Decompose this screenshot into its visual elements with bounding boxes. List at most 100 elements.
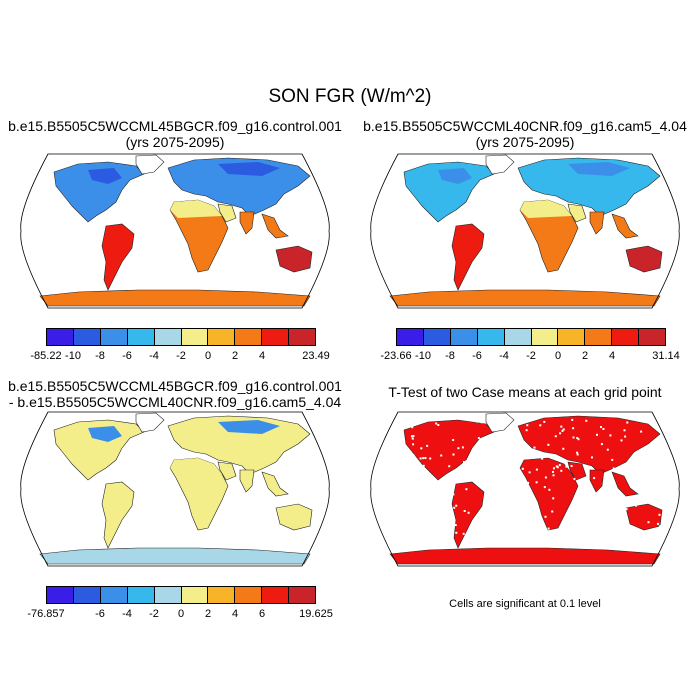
colorbar-swatch <box>127 587 155 603</box>
panel1-title-line2: (yrs 2075-2095) <box>125 134 225 150</box>
colorbar-swatch <box>585 329 613 345</box>
arabia-region <box>217 461 237 481</box>
panel2-title-line1: b.e15.B5505C5WCCML40CNR.f09_g16.cam5_4.0… <box>363 118 687 134</box>
panel4-title: T-Test of two Case means at each grid po… <box>388 384 662 400</box>
australia-region <box>275 503 313 531</box>
panel3-title-line1: b.e15.B5505C5WCCML45BGCR.f09_g16.control… <box>8 378 342 394</box>
south-america-region <box>101 481 135 549</box>
colorbar-tick-label: 4 <box>258 350 266 362</box>
colorbar-swatch <box>612 329 640 345</box>
greenland-region <box>135 154 165 175</box>
panel4-note: Cells are significant at 0.1 level <box>449 598 601 610</box>
panel4-map <box>370 411 680 567</box>
arabia-region <box>217 203 237 223</box>
north-america-region <box>53 419 145 481</box>
antarctica-region <box>39 289 311 307</box>
southeast-asia-region <box>611 213 639 239</box>
siberia-arctic-region <box>218 420 280 434</box>
colorbar-swatch <box>504 329 532 345</box>
southeast-asia-region <box>611 471 639 497</box>
colorbar-tick-label: 4 <box>608 350 616 362</box>
colorbar-tick-label: -10 <box>65 350 81 362</box>
colorbar-swatch <box>127 329 155 345</box>
colorbar-swatch <box>558 329 586 345</box>
colorbar-swatch <box>47 587 74 603</box>
colorbar-tick-label: -4 <box>122 608 132 620</box>
canada-arctic-region <box>88 168 122 184</box>
south-america-region <box>451 223 485 291</box>
panel2-colorbar-labels: -23.66 -10 -8 -6 -4 -2 0 2 4 31.14 <box>380 350 679 364</box>
siberia-arctic-region <box>218 162 280 176</box>
colorbar-tick-label: -2 <box>526 350 536 362</box>
india-region <box>589 469 605 493</box>
arabia-region <box>567 203 587 223</box>
north-america-region <box>403 419 495 481</box>
eurasia-region <box>167 415 311 475</box>
siberia-arctic-region <box>568 162 630 176</box>
australia-region <box>275 245 313 273</box>
southeast-asia-region <box>261 213 289 239</box>
panel1-colorbar-labels: -85.22 -10 -8 -6 -4 -2 0 2 4 23.49 <box>30 350 329 364</box>
eurasia-region <box>517 157 661 217</box>
colorbar-tick-label: -6 <box>472 350 482 362</box>
colorbar-swatch <box>235 329 263 345</box>
colorbar-tick-label: -85.22 <box>30 350 62 362</box>
india-region <box>239 211 255 235</box>
colorbar-swatch <box>423 329 451 345</box>
india-region <box>589 211 605 235</box>
panel2-map <box>370 153 680 309</box>
africa-region <box>169 199 229 273</box>
colorbar-tick-label: -8 <box>95 350 105 362</box>
antarctica-region <box>389 547 661 565</box>
colorbar-tick-label: -76.857 <box>27 608 65 620</box>
colorbar-tick-label: 19.625 <box>299 608 333 620</box>
sahara-region <box>520 200 572 218</box>
colorbar-swatch <box>262 329 290 345</box>
non-significant-cells <box>388 418 663 540</box>
antarctica-region <box>389 289 661 307</box>
colorbar-swatch <box>531 329 559 345</box>
north-america-region <box>403 161 495 223</box>
canada-arctic-region <box>88 426 122 442</box>
colorbar-swatch <box>181 587 209 603</box>
map-frame <box>20 411 330 567</box>
colorbar-tick-label: -2 <box>149 608 159 620</box>
figure-title: SON FGR (W/m^2) <box>268 86 432 107</box>
eurasia-region <box>167 157 311 217</box>
colorbar-swatch <box>154 329 182 345</box>
colorbar-tick-label: 0 <box>204 350 212 362</box>
north-america-region <box>53 161 145 223</box>
southeast-asia-region <box>261 471 289 497</box>
greenland-region <box>485 412 515 433</box>
map-frame <box>370 411 680 567</box>
colorbar-tick-label: 2 <box>581 350 589 362</box>
colorbar-swatch <box>477 329 505 345</box>
colorbar-swatch <box>73 329 101 345</box>
south-america-region <box>451 481 485 549</box>
panel3-colorbar-labels: -76.857 -6 -4 -2 0 2 4 6 19.625 <box>27 608 332 622</box>
colorbar-swatch <box>262 587 290 603</box>
colorbar-tick-label: 4 <box>231 608 239 620</box>
map-frame <box>370 153 680 309</box>
colorbar-tick-label: -23.66 <box>380 350 412 362</box>
colorbar-tick-label: -10 <box>415 350 431 362</box>
canada-arctic-region <box>438 168 472 184</box>
colorbar-tick-label: -4 <box>149 350 159 362</box>
colorbar-swatch <box>235 587 263 603</box>
colorbar-swatch <box>639 329 666 345</box>
antarctica-region <box>39 547 311 565</box>
colorbar-tick-label: -2 <box>176 350 186 362</box>
map-frame <box>20 153 330 309</box>
panel2-title-line2: (yrs 2075-2095) <box>475 134 575 150</box>
colorbar-tick-label: -8 <box>445 350 455 362</box>
colorbar-swatch <box>100 329 128 345</box>
panel2-colorbar <box>396 328 666 346</box>
india-region <box>239 469 255 493</box>
colorbar-tick-label: 23.49 <box>302 350 330 362</box>
colorbar-tick-label: -6 <box>122 350 132 362</box>
colorbar-tick-label: -6 <box>95 608 105 620</box>
africa-region <box>169 457 229 531</box>
colorbar-tick-label: -4 <box>499 350 509 362</box>
panel3-colorbar <box>46 586 316 604</box>
sahara-region <box>170 200 222 218</box>
